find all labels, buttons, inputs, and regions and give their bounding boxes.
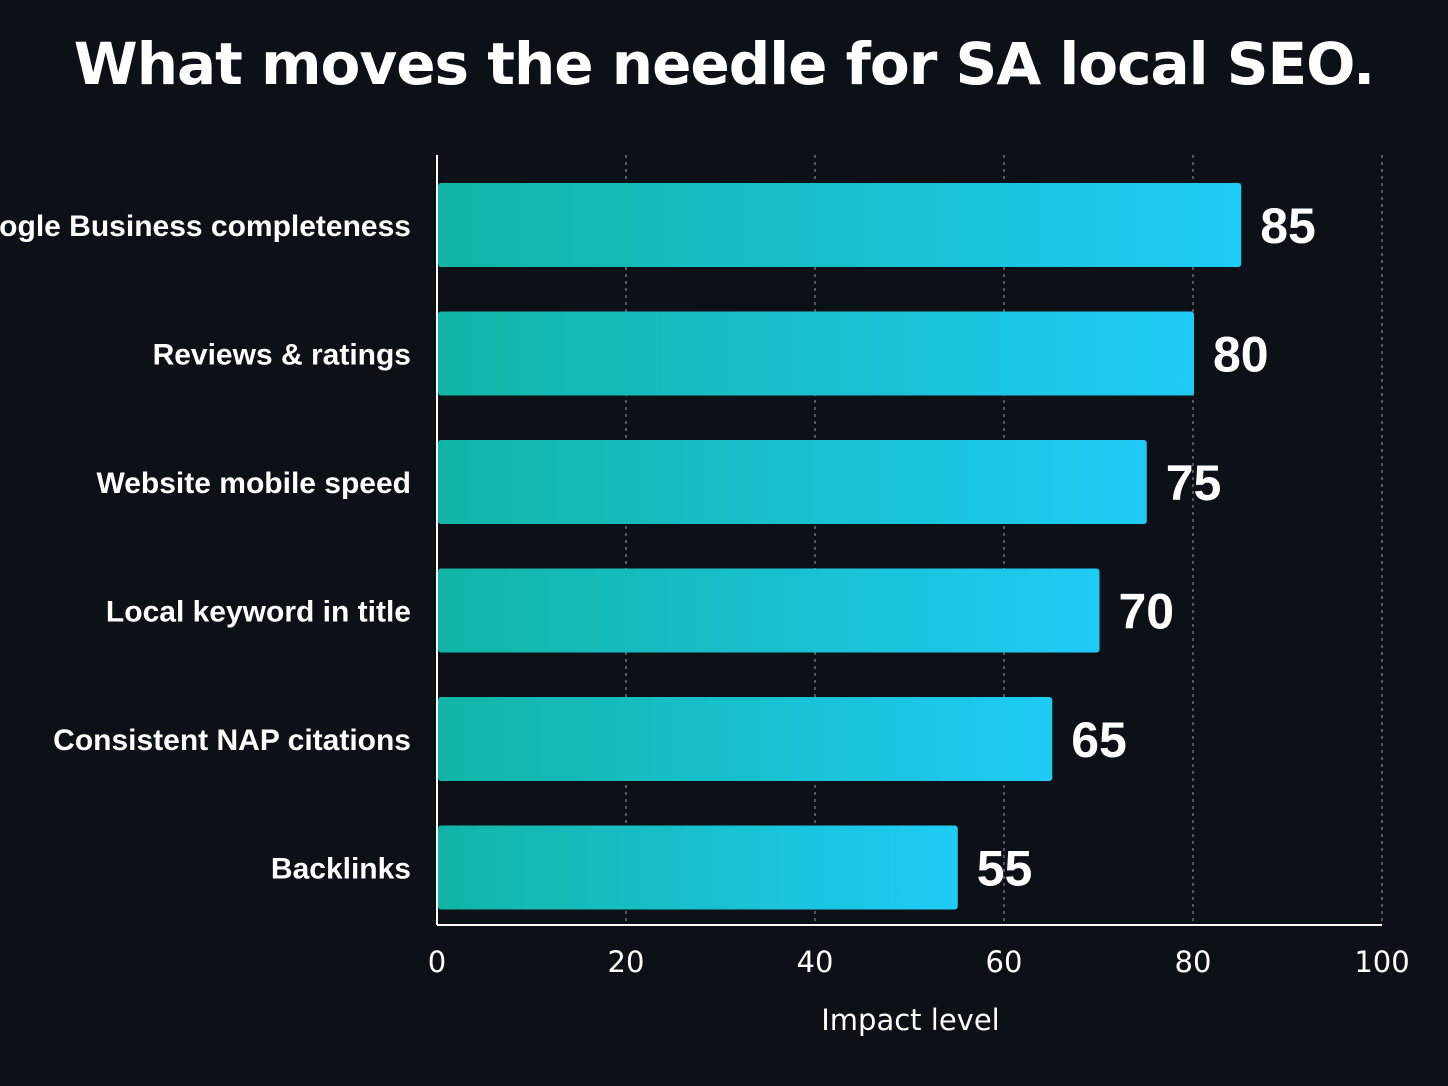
category-label: Reviews & ratings: [153, 339, 411, 372]
category-label: Consistent NAP citations: [53, 724, 411, 757]
x-axis-title: Impact level: [821, 1003, 999, 1037]
bar: [438, 825, 958, 910]
value-label: 75: [1166, 455, 1222, 511]
bar: [438, 183, 1242, 267]
x-tick-label: 20: [608, 945, 645, 979]
category-label: Backlinks: [271, 853, 411, 886]
x-tick-label: 60: [986, 945, 1023, 979]
value-label: 85: [1260, 198, 1316, 254]
value-label: 70: [1119, 584, 1175, 640]
x-tick-label: 80: [1175, 945, 1212, 979]
category-label: Google Business completeness: [0, 210, 411, 243]
bar: [438, 568, 1100, 653]
grid-lines: [625, 155, 1383, 925]
axes: [436, 155, 1382, 926]
category-label: Website mobile speed: [96, 467, 411, 500]
bar: [438, 697, 1053, 781]
value-label: 80: [1213, 327, 1269, 383]
bar: [438, 440, 1147, 524]
value-label: 55: [977, 841, 1033, 897]
x-tick-label: 40: [797, 945, 834, 979]
value-label: 65: [1071, 712, 1127, 768]
bars: [438, 183, 1242, 910]
x-tick-label: 0: [428, 945, 446, 979]
category-label: Local keyword in title: [106, 596, 411, 629]
chart-title: What moves the needle for SA local SEO.: [73, 30, 1375, 98]
bar: [438, 311, 1194, 396]
x-tick-label: 100: [1354, 945, 1409, 979]
labels: 0 20 40 60 80 100 Google Business completeness…: [0, 198, 1410, 1037]
